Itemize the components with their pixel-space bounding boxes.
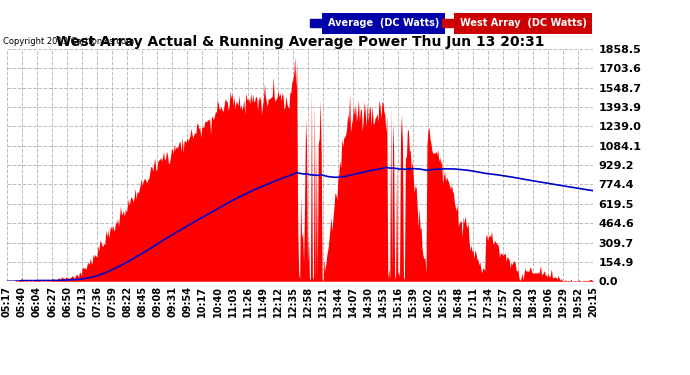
Title: West Array Actual & Running Average Power Thu Jun 13 20:31: West Array Actual & Running Average Powe… — [56, 35, 544, 49]
Text: Copyright 2013 Cartronics.com: Copyright 2013 Cartronics.com — [3, 38, 135, 46]
Legend: Average  (DC Watts), West Array  (DC Watts): Average (DC Watts), West Array (DC Watts… — [308, 16, 589, 30]
